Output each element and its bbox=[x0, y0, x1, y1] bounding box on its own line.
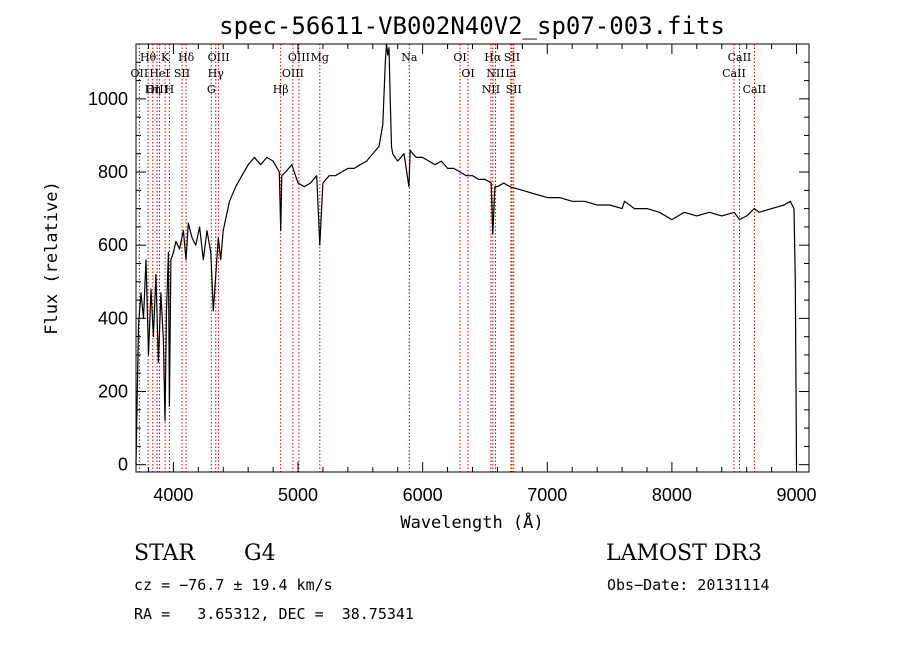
object-class: STAR bbox=[134, 541, 196, 566]
survey-name: LAMOST DR3 bbox=[606, 541, 762, 566]
coordinates-text: RA = 3.65312, DEC = 38.75341 bbox=[134, 605, 414, 623]
line-label: OIII bbox=[146, 83, 168, 96]
x-tick-label: 4000 bbox=[153, 485, 193, 505]
line-label: Hη bbox=[145, 83, 161, 96]
line-label: CaII bbox=[728, 51, 752, 64]
spectral-line-markers: HθOIIOIIIKHeIHηHδSIIHOIIIHγGOIIIOIIIHβMg… bbox=[131, 44, 767, 472]
line-label: HeI bbox=[149, 67, 169, 80]
chart-title: spec-56611-VB002N40V2_sp07-003.fits bbox=[219, 12, 725, 40]
line-label: Hθ bbox=[140, 51, 157, 64]
object-subclass: G4 bbox=[244, 541, 276, 566]
line-label: OIII bbox=[282, 67, 304, 80]
line-label: G bbox=[207, 83, 216, 96]
line-label: Hδ bbox=[178, 51, 195, 64]
x-tick-label: 6000 bbox=[403, 485, 443, 505]
x-tick-label: 8000 bbox=[652, 485, 692, 505]
line-label: Hβ bbox=[273, 83, 289, 96]
line-label: OI bbox=[453, 51, 466, 64]
y-axis-label: Flux (relative) bbox=[42, 181, 62, 335]
line-label: Mg bbox=[311, 51, 329, 64]
line-label: CaII bbox=[743, 83, 767, 96]
line-label: SII bbox=[174, 67, 190, 80]
line-label: H bbox=[165, 83, 175, 96]
line-label: CaII bbox=[722, 67, 746, 80]
spectrum-line bbox=[135, 43, 798, 465]
line-label: Li bbox=[505, 67, 516, 80]
x-tick-label: 7000 bbox=[527, 485, 567, 505]
y-tick-label: 0 bbox=[118, 455, 128, 475]
line-label: K bbox=[161, 51, 170, 64]
y-axis: 0 200 400 600 800 1000 bbox=[88, 61, 809, 475]
line-label: Hα bbox=[484, 51, 502, 64]
spectrum-series bbox=[135, 43, 798, 465]
obs-date-text: Obs−Date: 20131114 bbox=[607, 576, 770, 594]
x-axis-label: Wavelength (Å) bbox=[400, 511, 543, 533]
y-tick-label: 600 bbox=[98, 235, 128, 255]
line-label: OIII bbox=[288, 51, 310, 64]
line-label: OIII bbox=[208, 51, 230, 64]
line-label: NII bbox=[486, 67, 504, 80]
x-tick-label: 5000 bbox=[278, 485, 318, 505]
line-label: Hγ bbox=[208, 67, 225, 80]
x-tick-label: 9000 bbox=[777, 485, 817, 505]
line-label: OII bbox=[131, 67, 149, 80]
line-label: NII bbox=[482, 83, 500, 96]
y-tick-label: 1000 bbox=[88, 89, 128, 109]
x-axis: 4000 5000 6000 7000 8000 9000 bbox=[147, 44, 817, 505]
y-tick-label: 400 bbox=[98, 308, 128, 328]
line-label: Na bbox=[401, 51, 418, 64]
line-label: SII bbox=[506, 83, 522, 96]
line-label: OI bbox=[461, 67, 474, 80]
plot-frame bbox=[135, 43, 810, 473]
y-tick-label: 800 bbox=[98, 162, 128, 182]
line-label: SII bbox=[504, 51, 520, 64]
y-tick-label: 200 bbox=[98, 382, 128, 402]
redshift-text: cz = −76.7 ± 19.4 km/s bbox=[134, 576, 333, 594]
